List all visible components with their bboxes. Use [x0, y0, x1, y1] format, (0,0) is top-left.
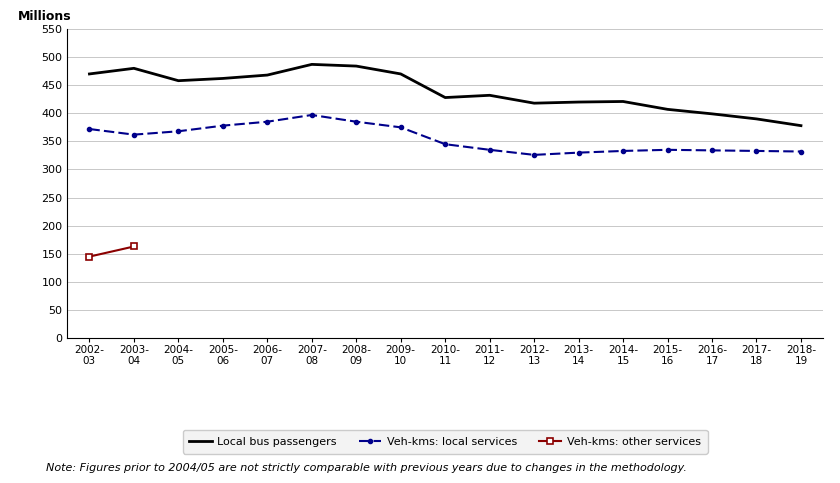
Legend: Local bus passengers, Veh-kms: local services, Veh-kms: other services: Local bus passengers, Veh-kms: local ser…: [183, 430, 707, 454]
Text: Note: Figures prior to 2004/05 are not strictly comparable with previous years d: Note: Figures prior to 2004/05 are not s…: [46, 463, 687, 473]
Text: Millions: Millions: [18, 10, 71, 23]
